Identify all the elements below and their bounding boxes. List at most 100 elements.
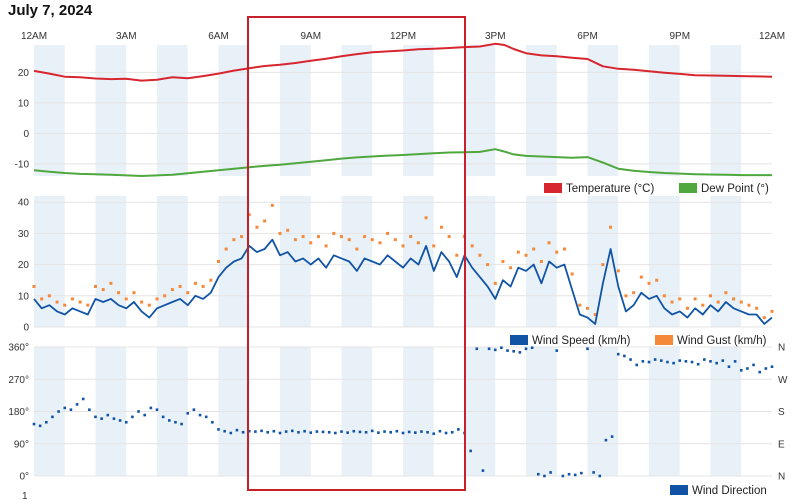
hour-band <box>341 45 373 176</box>
y-tick-label: 90° <box>14 439 29 450</box>
wind-gust-point <box>378 241 382 245</box>
wind-gust-point <box>224 247 228 251</box>
wind-direction-point <box>432 432 436 436</box>
wind-direction-legend: Wind Direction <box>670 485 767 497</box>
hour-band <box>34 45 65 176</box>
time-tick-label: 12PM <box>390 31 416 42</box>
wind-direction-point <box>629 358 632 361</box>
wind-gust-point <box>716 300 720 304</box>
time-tick-label: 9AM <box>300 31 321 42</box>
wind-direction-point <box>88 408 91 412</box>
time-tick-label: 3AM <box>116 31 137 42</box>
wind-direction-point <box>414 431 417 434</box>
dew-point-legend-swatch <box>679 183 697 193</box>
wind-direction-point <box>94 415 97 419</box>
wind-gust-legend-swatch <box>655 335 673 345</box>
wind-direction-legend-swatch <box>670 485 688 495</box>
wind-gust-point <box>386 231 390 235</box>
wind-direction-point <box>690 360 694 364</box>
wind-direction-point <box>364 430 368 434</box>
wind-direction-point <box>641 360 645 363</box>
wind-direction-point <box>493 348 497 352</box>
y-tick-label: 40 <box>18 198 30 209</box>
wind-direction-point <box>518 351 522 354</box>
wind-direction-point <box>635 363 638 367</box>
wind-direction-point <box>155 408 159 412</box>
wind-direction-point <box>549 471 552 474</box>
wind-gust-point <box>355 247 359 251</box>
wind-direction-point <box>112 417 116 420</box>
wind-gust-point <box>509 266 513 270</box>
temperature-chart: -10 0 10 20 <box>15 42 773 177</box>
wind-direction-point <box>770 365 774 369</box>
wind-direction-point <box>291 429 294 433</box>
compass-label: N <box>778 343 785 354</box>
compass-label: W <box>778 375 788 386</box>
wind-direction-point <box>481 469 485 472</box>
wind-direction-point <box>592 471 595 474</box>
wind-direction-point <box>81 397 85 401</box>
page-title: July 7, 2024 <box>8 2 93 19</box>
wind-direction-point <box>450 430 454 434</box>
wind-gust-point <box>409 235 413 239</box>
hour-band <box>218 45 250 176</box>
wind-gust-point <box>70 297 74 301</box>
wind-direction-point <box>586 347 589 351</box>
wind-direction-point <box>309 431 313 434</box>
wind-direction-point <box>247 429 251 433</box>
wind-direction-point <box>186 411 190 415</box>
wind-gust-point <box>232 238 236 242</box>
wind-direction-point <box>444 431 448 435</box>
wind-direction-point <box>198 413 202 417</box>
wind-direction-point <box>580 471 583 475</box>
wind-gust-point <box>501 260 505 263</box>
wind-direction-point <box>100 417 103 420</box>
hour-band <box>587 45 619 176</box>
wind-direction-point <box>377 431 380 434</box>
wind-direction-point <box>143 413 146 417</box>
temperature-legend-label: Temperature (°C) <box>566 183 654 195</box>
wind-direction-point <box>75 403 79 406</box>
wind-direction-point <box>739 368 743 372</box>
wind-direction-point <box>709 360 712 363</box>
wind-direction-point <box>358 430 362 434</box>
wind-gust-point <box>670 300 674 304</box>
wind-gust-point <box>516 250 520 254</box>
wind-gust-legend-label: Wind Gust (km/h) <box>677 335 767 347</box>
wind-gust-point <box>732 297 736 301</box>
wind-gust-point <box>401 244 405 248</box>
wind-direction-point <box>567 472 571 476</box>
wind-gust-point <box>655 278 659 282</box>
compass-label: N <box>778 472 785 483</box>
highlight-box <box>247 16 466 491</box>
time-tick-label: 9PM <box>669 31 690 42</box>
wind-direction-point <box>758 370 761 374</box>
compass-label: E <box>778 439 785 450</box>
wind-direction-point <box>315 430 319 433</box>
wind-direction-point <box>235 428 239 432</box>
hour-band <box>157 196 188 327</box>
wind-direction-point <box>180 422 183 426</box>
wind-speed-legend-label: Wind Speed (km/h) <box>532 335 631 347</box>
wind-direction-point <box>241 430 245 434</box>
wind-direction-point <box>401 431 405 435</box>
wind-direction-point <box>32 422 36 426</box>
wind-direction-point <box>352 429 356 433</box>
wind-direction-point <box>407 430 411 434</box>
wind-gust-point <box>140 300 144 304</box>
wind-gust-point <box>586 306 589 310</box>
wind-direction-point <box>278 431 282 435</box>
wind-direction-point <box>438 429 442 433</box>
wind-direction-point <box>327 430 331 434</box>
y-tick-label: 30 <box>18 229 30 240</box>
time-tick-label: 6AM <box>208 31 229 42</box>
wind-direction-point <box>653 358 657 361</box>
wind-direction-point <box>506 349 509 352</box>
time-axis: 12AM 3AM 6AM 9AM 12PM 3PM 6PM 9PM 12AM <box>21 31 785 42</box>
partial-next-chart-tick: 1 <box>22 491 28 500</box>
y-tick-label: -10 <box>15 159 30 170</box>
wind-gust-point <box>309 241 313 245</box>
hour-band <box>710 196 742 327</box>
wind-gust-point <box>263 219 267 223</box>
wind-gust-point <box>293 238 297 242</box>
